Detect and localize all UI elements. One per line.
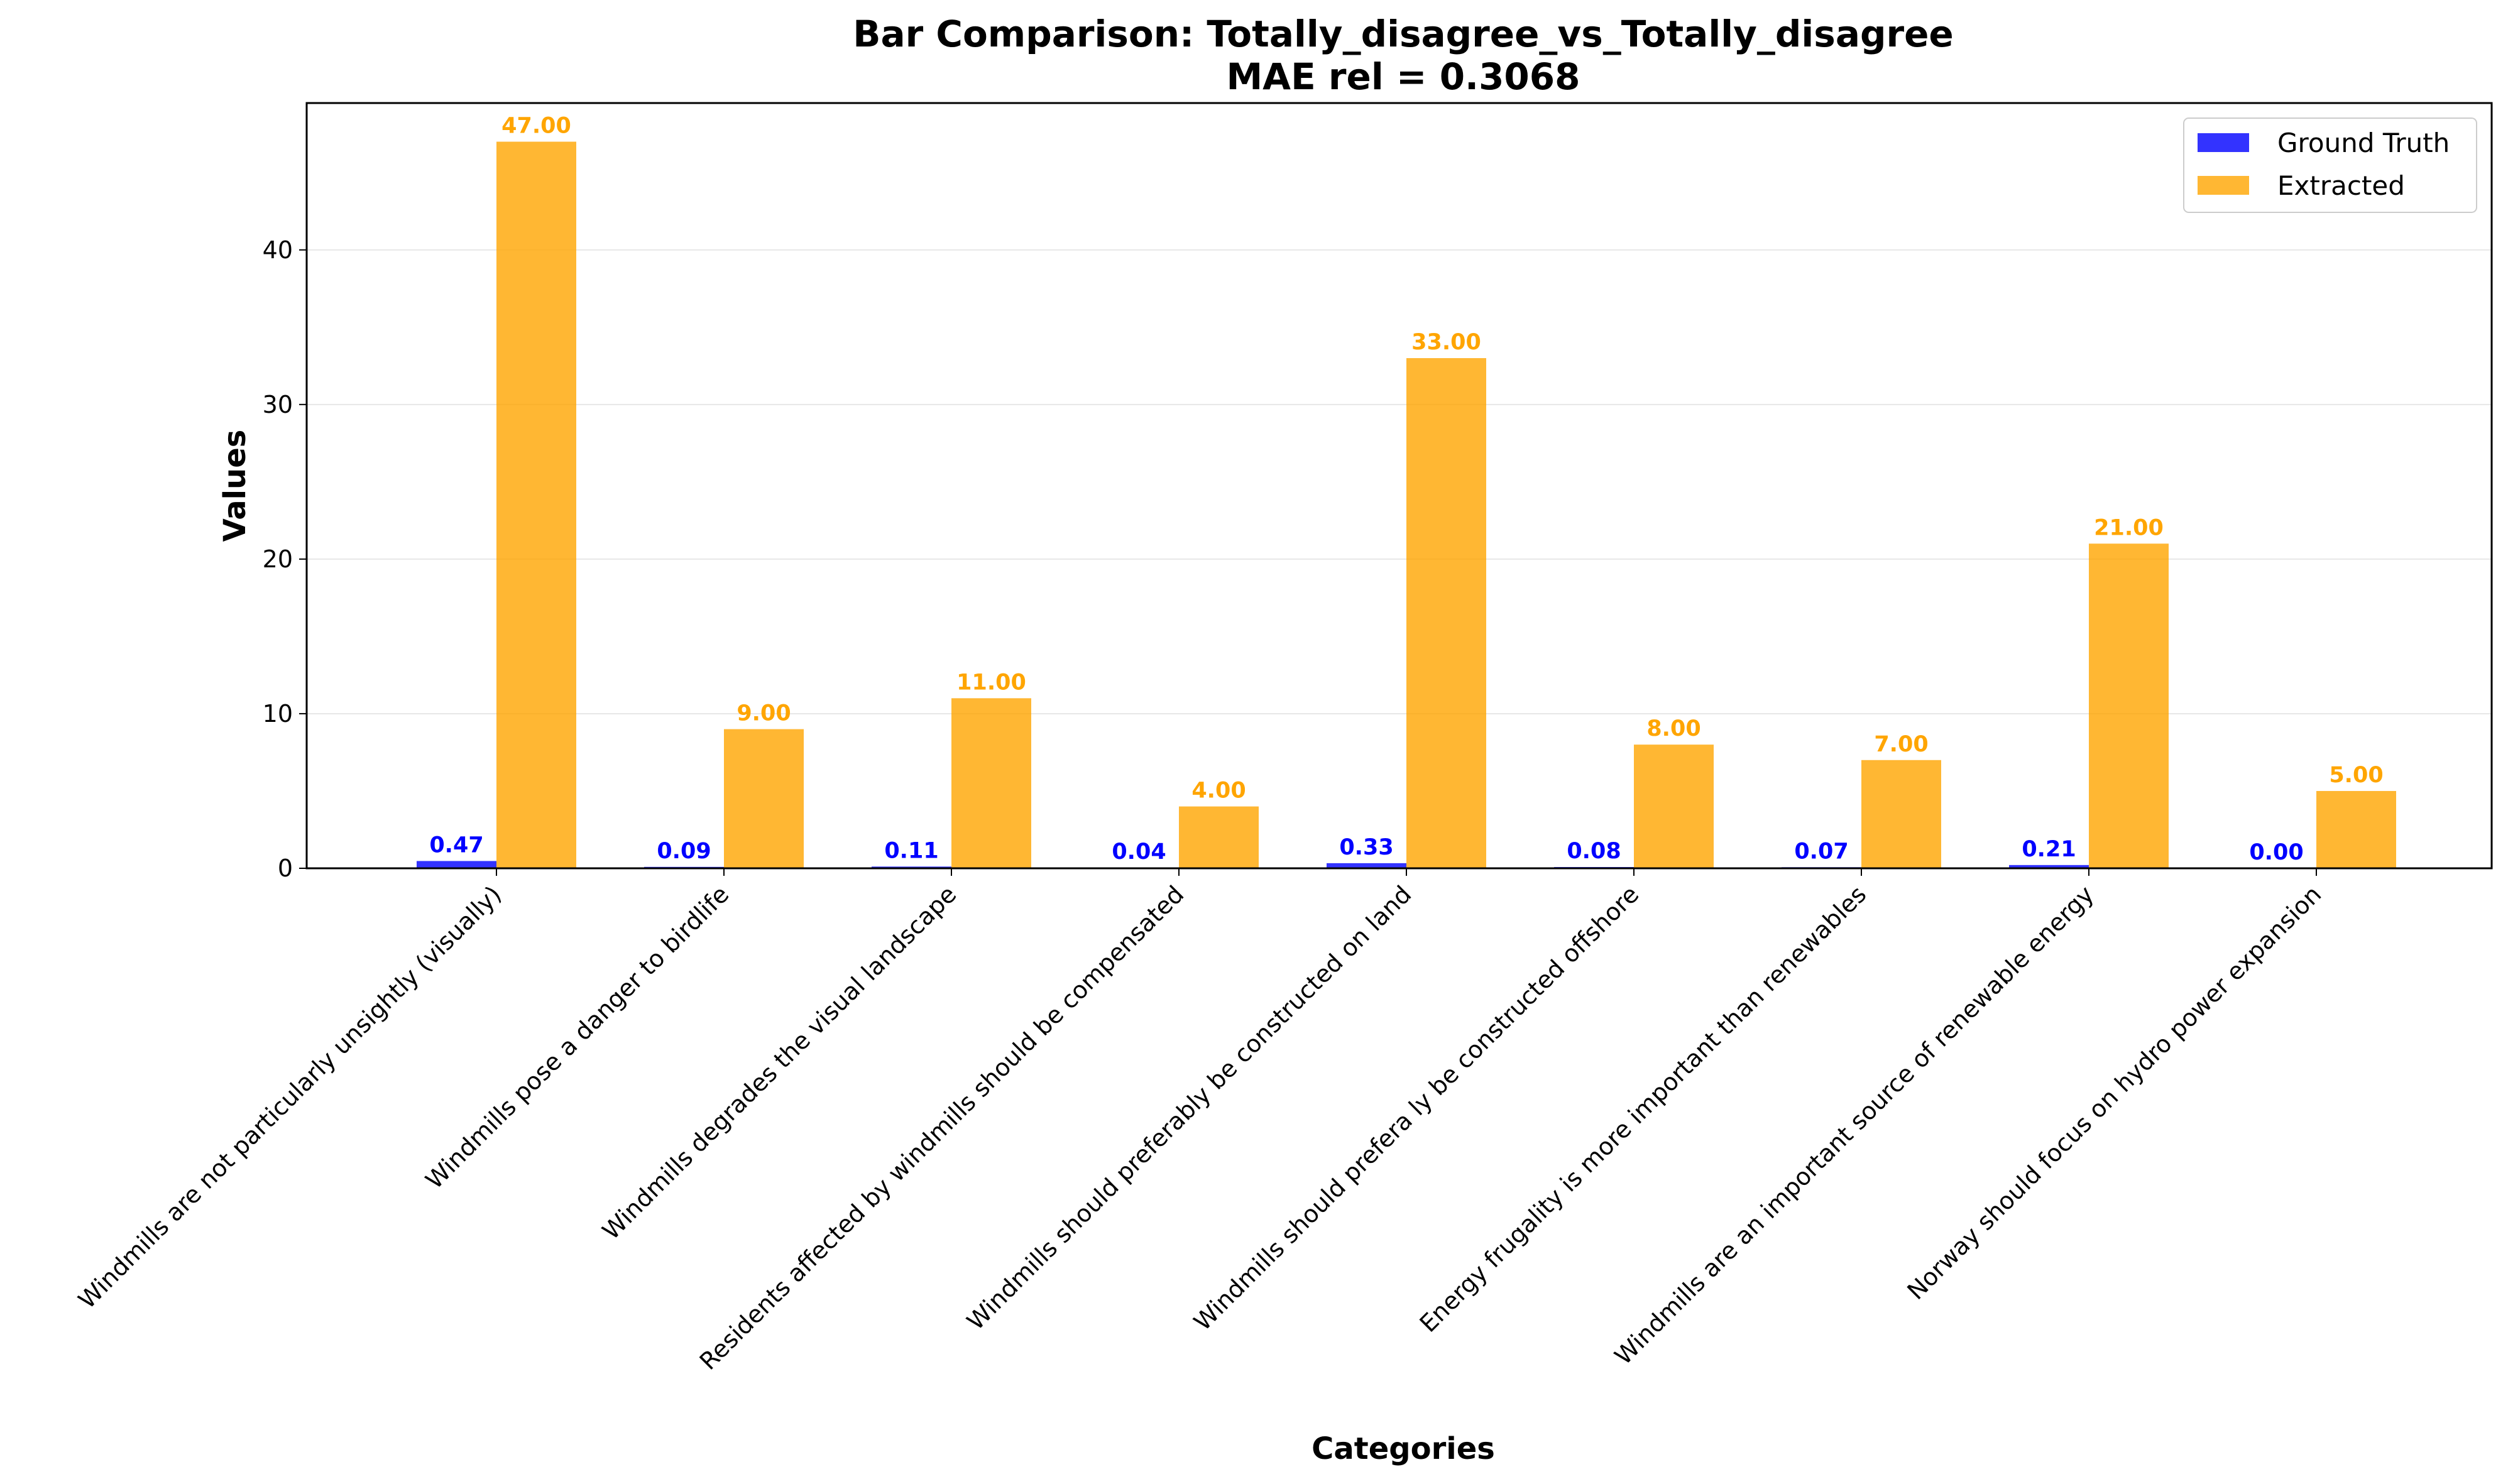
chart-title: Bar Comparison: Totally_disagree_vs_Tota… bbox=[853, 13, 1954, 55]
data-label-ground-truth: 0.08 bbox=[1567, 839, 1621, 864]
data-label-ground-truth: 0.09 bbox=[657, 839, 711, 864]
y-tick-label: 40 bbox=[263, 236, 293, 264]
bars bbox=[417, 141, 2396, 869]
data-label-extracted: 4.00 bbox=[1191, 778, 1246, 804]
y-tick-label: 10 bbox=[263, 700, 293, 728]
legend-swatch-ground-truth bbox=[2198, 133, 2249, 152]
y-axis-label: Values bbox=[217, 430, 253, 542]
data-label-extracted: 11.00 bbox=[956, 670, 1026, 695]
bar-extracted bbox=[496, 141, 576, 869]
bar-ground-truth bbox=[2009, 865, 2089, 868]
data-label-ground-truth: 0.04 bbox=[1112, 839, 1166, 865]
data-label-ground-truth: 0.21 bbox=[2022, 837, 2076, 862]
bar-extracted bbox=[1179, 806, 1259, 868]
y-axis: 0 10 20 30 40 bbox=[263, 236, 307, 882]
y-tick-label: 30 bbox=[263, 391, 293, 418]
legend-frame bbox=[2183, 117, 2477, 213]
bar-extracted bbox=[1406, 358, 1486, 868]
bar-extracted bbox=[1634, 745, 1714, 868]
x-axis-label: Categories bbox=[1311, 1431, 1495, 1466]
bar-extracted bbox=[724, 729, 804, 868]
data-label-ground-truth: 0.07 bbox=[1794, 839, 1848, 864]
chart-subtitle: MAE rel = 0.3068 bbox=[1226, 55, 1580, 98]
data-label-ground-truth: 0.00 bbox=[2249, 840, 2303, 865]
bar-extracted bbox=[2316, 790, 2396, 868]
y-tick-label: 0 bbox=[278, 854, 293, 882]
bar-extracted bbox=[951, 698, 1031, 868]
data-label-extracted: 47.00 bbox=[501, 114, 571, 139]
legend-label-extracted: Extracted bbox=[2277, 170, 2405, 201]
data-label-ground-truth: 0.11 bbox=[884, 838, 938, 863]
data-label-extracted: 5.00 bbox=[2329, 763, 2383, 788]
legend-swatch-extracted bbox=[2198, 176, 2249, 195]
legend: Ground Truth Extracted bbox=[2183, 117, 2477, 213]
data-label-extracted: 21.00 bbox=[2094, 515, 2164, 540]
bar-ground-truth bbox=[1327, 863, 1406, 868]
data-label-extracted: 7.00 bbox=[1874, 732, 1928, 757]
data-label-ground-truth: 0.47 bbox=[429, 832, 483, 858]
bar-extracted bbox=[2089, 543, 2169, 868]
legend-label-ground-truth: Ground Truth bbox=[2277, 128, 2450, 158]
data-labels: 0.47 47.00 0.09 9.00 0.11 11.00 0.04 4.00 0.33 33… bbox=[429, 114, 2383, 865]
y-tick-label: 20 bbox=[263, 545, 293, 573]
bar-extracted bbox=[1861, 760, 1941, 868]
data-label-extracted: 8.00 bbox=[1646, 716, 1700, 741]
data-label-extracted: 33.00 bbox=[1411, 330, 1481, 355]
data-label-extracted: 9.00 bbox=[737, 701, 791, 726]
bar-ground-truth bbox=[417, 861, 496, 868]
plot-area-frame bbox=[305, 102, 2493, 870]
data-label-ground-truth: 0.33 bbox=[1339, 835, 1393, 860]
